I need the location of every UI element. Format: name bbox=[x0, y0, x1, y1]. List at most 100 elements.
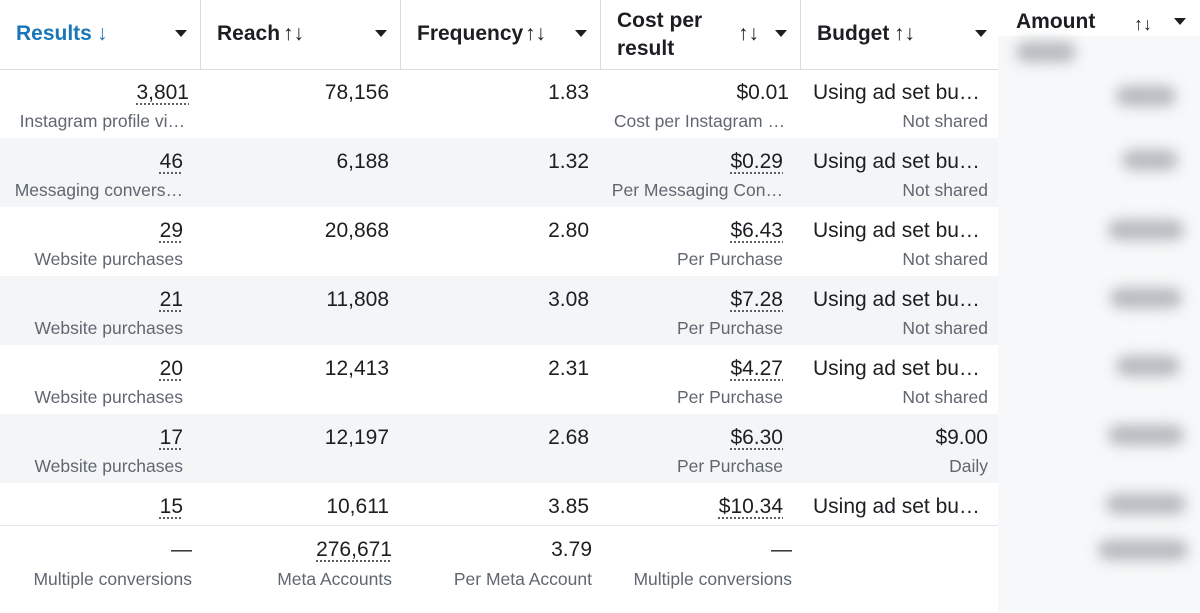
results-value[interactable]: 46 bbox=[159, 150, 183, 173]
amount-column-blurred: Amount ↑↓ bbox=[998, 0, 1200, 612]
redacted-value bbox=[1108, 220, 1184, 240]
sort-icon[interactable]: ↑↓ bbox=[283, 22, 304, 45]
frequency-value: 1.32 bbox=[548, 150, 589, 173]
results-value[interactable]: 15 bbox=[159, 495, 183, 518]
total-results-label: Multiple conversions bbox=[33, 569, 192, 589]
total-reach-label: Meta Accounts bbox=[277, 569, 392, 589]
column-label-cost-per: Cost per bbox=[617, 9, 703, 32]
cost-per-result-value[interactable]: $6.43 bbox=[730, 219, 783, 242]
frequency-value: 3.85 bbox=[548, 495, 589, 518]
column-menu-caret-icon[interactable] bbox=[375, 30, 387, 37]
results-type: Messaging convers… bbox=[14, 180, 183, 200]
results-type: Website purchases bbox=[34, 318, 183, 338]
cost-per-result-value[interactable]: $6.30 bbox=[730, 426, 783, 449]
redacted-value bbox=[1116, 356, 1180, 376]
budget-type: Not shared bbox=[902, 180, 988, 200]
reach-value: 20,868 bbox=[324, 219, 389, 242]
table-row[interactable]: 29 Website purchases 20,868 2.80 $6.43 P… bbox=[0, 207, 1200, 276]
budget-type: Daily bbox=[949, 456, 988, 476]
budget-type: Not shared bbox=[902, 387, 988, 407]
cost-per-result-value[interactable]: $10.34 bbox=[718, 495, 783, 518]
cost-per-result-value: $0.01 bbox=[736, 81, 789, 104]
results-type: Website purchases bbox=[34, 249, 183, 269]
results-type: Website purchases bbox=[34, 387, 183, 407]
column-menu-caret-icon[interactable] bbox=[1174, 18, 1186, 25]
budget-type: Not shared bbox=[902, 249, 988, 269]
table-row[interactable]: 20 Website purchases 12,413 2.31 $4.27 P… bbox=[0, 345, 1200, 414]
results-value[interactable]: 17 bbox=[159, 426, 183, 449]
column-label-results: Results bbox=[16, 22, 92, 45]
column-label-result: result bbox=[617, 37, 675, 60]
cost-per-result-label: Per Purchase bbox=[676, 249, 783, 269]
column-menu-caret-icon[interactable] bbox=[575, 30, 587, 37]
budget-value: Using ad set bu… bbox=[813, 150, 980, 173]
column-label-amount: Amount bbox=[1016, 10, 1096, 33]
cost-per-result-value[interactable]: $0.29 bbox=[730, 150, 783, 173]
budget-value: Using ad set bu… bbox=[813, 219, 980, 242]
redacted-value bbox=[1106, 494, 1186, 514]
cost-per-result-value[interactable]: $7.28 bbox=[730, 288, 783, 311]
budget-type: Not shared bbox=[902, 318, 988, 338]
results-value[interactable]: 29 bbox=[159, 219, 183, 242]
sort-descending-icon[interactable]: ↓ bbox=[97, 22, 108, 45]
budget-type: Not shared bbox=[902, 111, 988, 131]
cost-per-result-value[interactable]: $4.27 bbox=[730, 357, 783, 380]
column-header-amount[interactable]: Amount ↑↓ bbox=[998, 0, 1200, 36]
results-value[interactable]: 20 bbox=[159, 357, 183, 380]
budget-value: Using ad set bu… bbox=[813, 357, 980, 380]
cost-per-result-label: Per Purchase bbox=[676, 456, 783, 476]
results-type: Instagram profile vi… bbox=[19, 111, 185, 131]
column-menu-caret-icon[interactable] bbox=[775, 30, 787, 37]
table-row[interactable]: 15 10,611 3.85 $10.34 Using ad set bu… bbox=[0, 483, 1200, 552]
column-menu-caret-icon[interactable] bbox=[975, 30, 987, 37]
total-cost-label: Multiple conversions bbox=[633, 569, 792, 589]
budget-value: Using ad set bu… bbox=[813, 495, 980, 518]
reach-value: 10,611 bbox=[326, 495, 389, 518]
redacted-value bbox=[1098, 540, 1188, 560]
cost-per-result-label: Per Purchase bbox=[676, 318, 783, 338]
frequency-value: 3.08 bbox=[548, 288, 589, 311]
cost-per-result-label: Per Messaging Con… bbox=[611, 180, 783, 200]
column-label-frequency: Frequency bbox=[417, 22, 524, 45]
results-type: Website purchases bbox=[34, 456, 183, 476]
column-header-frequency[interactable]: Frequency ↑↓ bbox=[401, 0, 601, 69]
frequency-value: 2.68 bbox=[548, 426, 589, 449]
column-label-budget: Budget bbox=[817, 22, 890, 45]
table-row[interactable]: 3,801 Instagram profile vi… 78,156 1.83 … bbox=[0, 69, 1200, 138]
total-cost-value: — bbox=[771, 538, 792, 561]
sort-icon[interactable]: ↑↓ bbox=[738, 22, 759, 45]
column-header-cost-per-result[interactable]: Cost per result ↑↓ bbox=[601, 0, 801, 69]
results-value[interactable]: 21 bbox=[159, 288, 183, 311]
redacted-value bbox=[1110, 288, 1182, 308]
total-frequency-value: 3.79 bbox=[551, 538, 592, 561]
sort-icon[interactable]: ↑↓ bbox=[525, 22, 546, 45]
frequency-value: 2.31 bbox=[548, 357, 589, 380]
budget-value: Using ad set bu… bbox=[813, 81, 980, 104]
sort-icon[interactable]: ↑↓ bbox=[1134, 14, 1152, 32]
budget-value: Using ad set bu… bbox=[813, 288, 980, 311]
cost-per-result-label: Cost per Instagram … bbox=[613, 111, 785, 131]
total-reach-value[interactable]: 276,671 bbox=[316, 538, 392, 561]
column-header-results[interactable]: Results ↓ bbox=[0, 0, 201, 69]
frequency-value: 1.83 bbox=[548, 81, 589, 104]
reach-value: 11,808 bbox=[326, 288, 389, 311]
sort-icon[interactable]: ↑↓ bbox=[894, 22, 915, 45]
redacted-value bbox=[1116, 86, 1176, 106]
total-results-value: — bbox=[171, 538, 192, 561]
budget-value: $9.00 bbox=[935, 426, 988, 449]
column-header-reach[interactable]: Reach ↑↓ bbox=[201, 0, 401, 69]
reach-value: 6,188 bbox=[336, 150, 389, 173]
column-header-budget[interactable]: Budget ↑↓ bbox=[801, 0, 1000, 69]
column-menu-caret-icon[interactable] bbox=[175, 30, 187, 37]
reach-value: 12,197 bbox=[324, 426, 389, 449]
redacted-value bbox=[1108, 425, 1184, 445]
column-label-reach: Reach bbox=[217, 22, 281, 45]
redacted-value bbox=[1122, 150, 1178, 170]
cost-per-result-label: Per Purchase bbox=[676, 387, 783, 407]
results-value[interactable]: 3,801 bbox=[136, 81, 189, 104]
reach-value: 78,156 bbox=[324, 81, 389, 104]
total-frequency-label: Per Meta Account bbox=[453, 569, 592, 589]
frequency-value: 2.80 bbox=[548, 219, 589, 242]
redacted-value bbox=[1016, 42, 1076, 62]
reach-value: 12,413 bbox=[324, 357, 389, 380]
